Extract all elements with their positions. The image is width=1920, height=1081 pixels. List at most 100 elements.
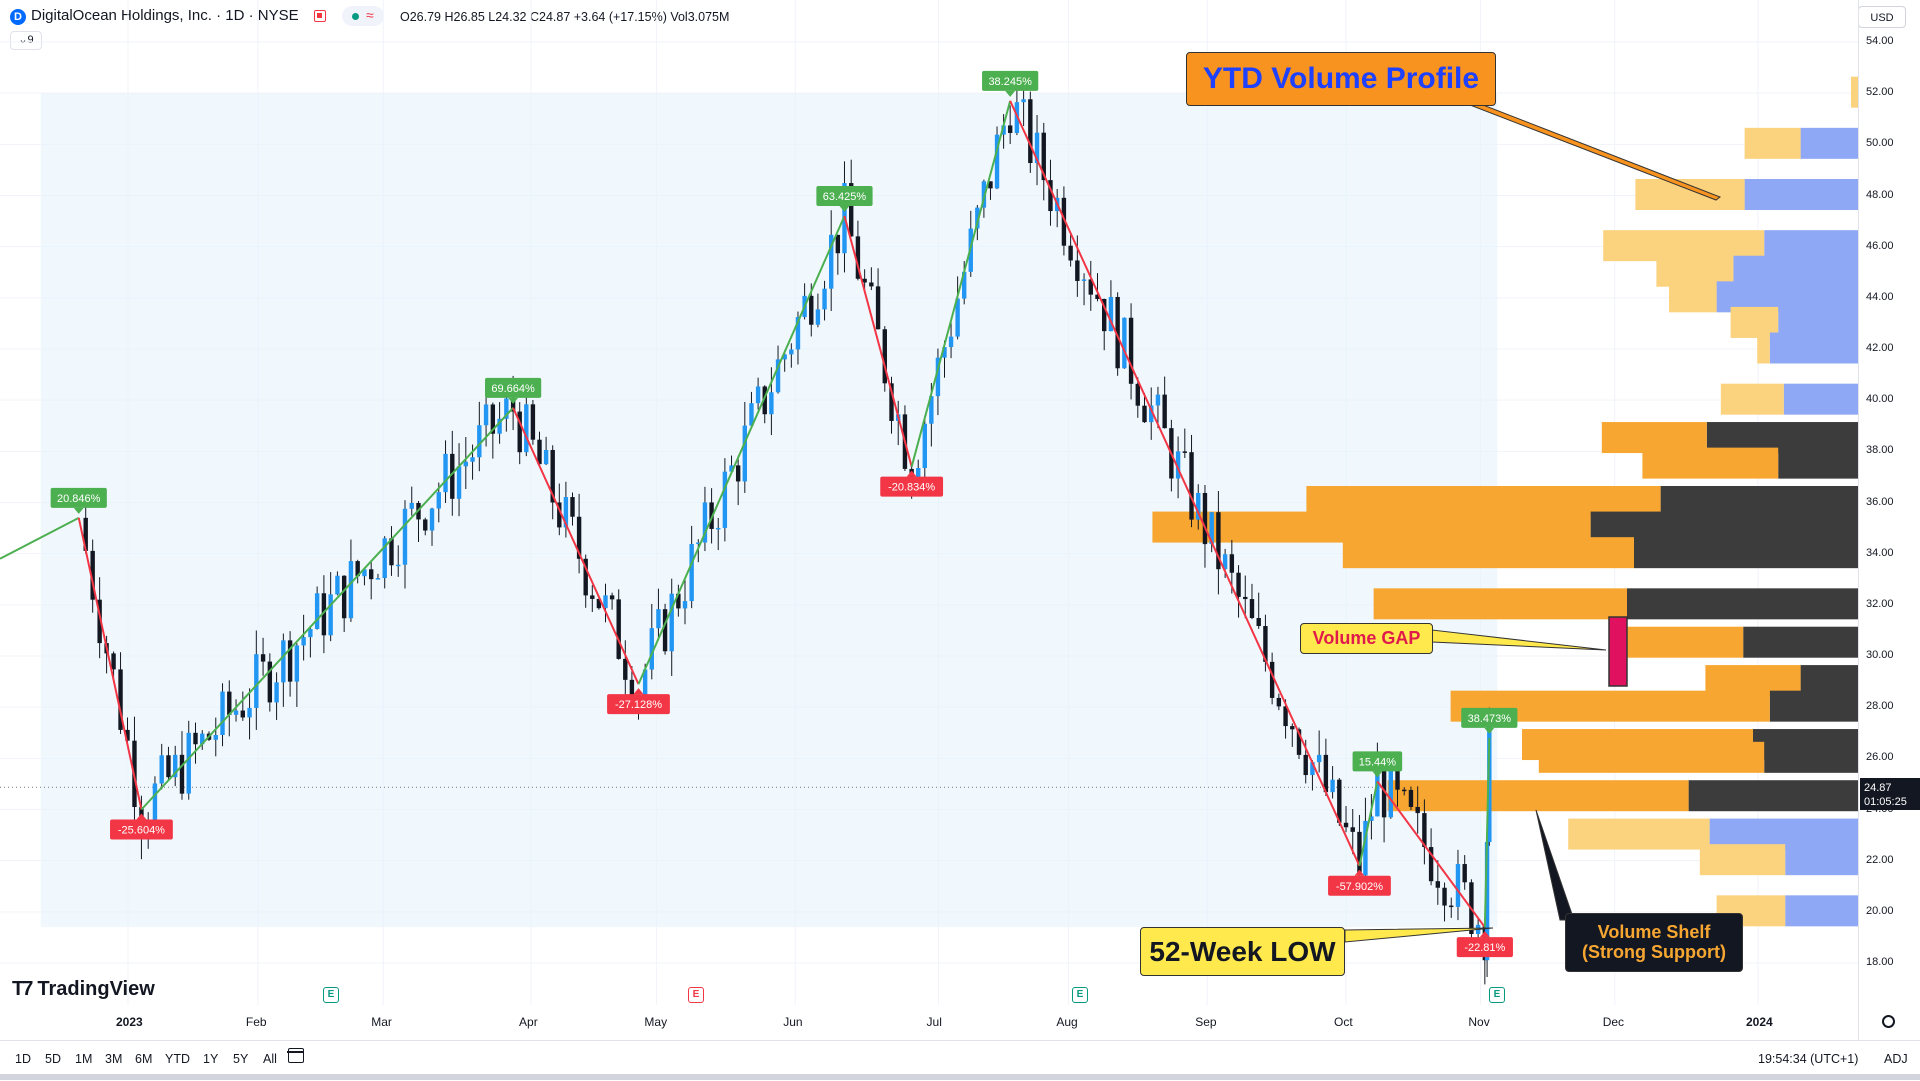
candle-body — [1296, 729, 1302, 755]
candle-body — [815, 309, 821, 325]
profile-bar-up — [1373, 588, 1627, 620]
zigzag-label-text: -25.604% — [118, 825, 165, 837]
zigzag-segment — [512, 407, 640, 685]
candle-body — [220, 691, 225, 736]
zigzag-label-pointer — [1005, 90, 1016, 97]
profile-bar-up — [1568, 818, 1710, 850]
candle-body — [200, 733, 205, 745]
candle-body — [1075, 260, 1080, 281]
candle-body — [341, 575, 347, 619]
zigzag-label-box — [1456, 937, 1513, 958]
week52-low-callout: 52-Week LOW — [1140, 927, 1345, 976]
range-button-1y[interactable]: 1Y — [203, 1052, 219, 1066]
candle-body — [213, 735, 218, 740]
candle-body — [557, 502, 562, 528]
adj-toggle[interactable]: ADJ — [1884, 1052, 1908, 1066]
candle-body — [179, 754, 185, 794]
candle-body — [1088, 279, 1093, 295]
zigzag-label-text: -20.834% — [888, 482, 935, 494]
range-button-1m[interactable]: 1M — [75, 1052, 93, 1066]
range-button-5y[interactable]: 5Y — [233, 1052, 249, 1066]
earnings-icon[interactable]: E — [688, 987, 704, 1003]
clock-readout[interactable]: 19:54:34 (UTC+1) — [1758, 1052, 1859, 1066]
price-chart[interactable]: 20.846% -25.604% 69.664% -27.128% 63.425% -20… — [0, 0, 1920, 1040]
profile-bar-up — [1387, 780, 1689, 812]
candle-body — [1422, 813, 1427, 848]
candle-body — [193, 732, 198, 745]
range-button-5d[interactable]: 5D — [45, 1052, 61, 1066]
date-tick-label: May — [644, 1015, 668, 1029]
tradingview-logo[interactable]: T7 TradingView — [12, 978, 155, 1001]
price-tick-label: 28.00 — [1866, 700, 1894, 713]
candle-body — [382, 538, 387, 579]
volume-gap-marker — [1608, 616, 1628, 687]
candle-body — [682, 601, 688, 609]
candle-body — [1115, 296, 1120, 369]
candle-body — [1337, 779, 1342, 823]
candle-body — [1283, 706, 1288, 727]
market-status-pill[interactable]: ≈ — [342, 6, 384, 26]
candle-body — [1323, 754, 1329, 793]
price-axis-divider — [1858, 0, 1859, 1040]
candle-body — [301, 637, 306, 646]
date-range-highlight — [40, 93, 1498, 928]
zigzag-segment — [910, 100, 1012, 467]
candle-body — [882, 329, 887, 384]
candle-body — [1034, 132, 1040, 164]
price-tick-label: 46.00 — [1866, 239, 1894, 252]
candle-body — [111, 653, 116, 670]
earnings-icon[interactable]: E — [1489, 987, 1505, 1003]
candle-body — [254, 654, 259, 708]
candle-body — [689, 544, 694, 602]
candle-body — [328, 594, 333, 636]
candle-body — [1007, 125, 1013, 133]
price-tick-label: 20.00 — [1866, 904, 1894, 917]
candle-body — [855, 236, 861, 279]
zigzag-label-pointer — [839, 205, 850, 212]
candle-body — [869, 282, 874, 287]
price-tick-label: 50.00 — [1866, 137, 1894, 150]
symbol-logo-icon: D — [10, 9, 26, 25]
range-button-1d[interactable]: 1D — [15, 1052, 31, 1066]
candle-body — [389, 538, 394, 566]
range-button-3m[interactable]: 3M — [105, 1052, 123, 1066]
calendar-icon[interactable] — [287, 1048, 304, 1063]
zigzag-label-box — [1352, 751, 1403, 772]
zigzag-segment — [1358, 781, 1379, 866]
candle-body — [1135, 383, 1140, 406]
volume-shelf-callout: Volume Shelf (Strong Support) — [1565, 913, 1743, 972]
candle-body — [749, 403, 754, 426]
zigzag-label-pointer — [73, 507, 84, 514]
candle-body — [1395, 767, 1400, 790]
zigzag-label-pointer — [1354, 869, 1365, 876]
candle-body — [1028, 99, 1033, 164]
range-button-6m[interactable]: 6M — [135, 1052, 153, 1066]
candle-body — [1263, 626, 1268, 662]
candle-body — [649, 628, 654, 670]
tradingview-mark-icon: T7 — [12, 978, 33, 1000]
candle-body — [477, 425, 482, 458]
flag-icon[interactable] — [314, 10, 326, 22]
profile-bar-up — [1744, 127, 1801, 159]
symbol-title[interactable]: DigitalOcean Holdings, Inc. · 1D · NYSE — [31, 7, 299, 24]
candle-body — [669, 593, 674, 652]
zigzag-label-box — [50, 487, 107, 508]
candle-body — [1310, 762, 1315, 776]
candle-body — [1001, 125, 1006, 135]
gear-icon[interactable] — [1882, 1015, 1895, 1028]
indicators-collapse-button[interactable]: ⌄9 — [10, 31, 42, 50]
profile-bar-down — [1743, 626, 1858, 658]
candle-body — [247, 707, 252, 718]
range-button-ytd[interactable]: YTD — [165, 1052, 190, 1066]
candle-body — [1316, 754, 1322, 763]
zigzag-label-box — [485, 377, 542, 398]
profile-bar-down — [1783, 383, 1858, 415]
earnings-icon[interactable]: E — [1072, 987, 1088, 1003]
zigzag-label-pointer — [906, 470, 917, 477]
range-button-all[interactable]: All — [263, 1052, 277, 1066]
date-tick-label: Sep — [1195, 1015, 1217, 1029]
earnings-icon[interactable]: E — [323, 987, 339, 1003]
zigzag-label-text: 69.664% — [491, 383, 535, 395]
candle-body — [835, 234, 841, 254]
chart-header: D DigitalOcean Holdings, Inc. · 1D · NYS… — [0, 0, 1850, 50]
